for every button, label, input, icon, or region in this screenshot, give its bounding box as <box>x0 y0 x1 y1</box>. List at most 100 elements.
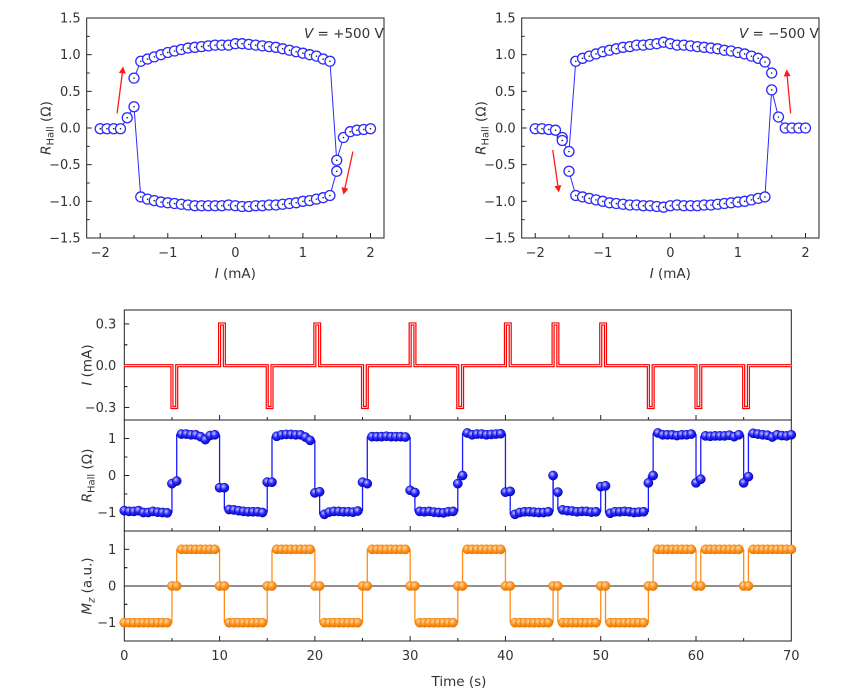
data-point <box>600 481 611 491</box>
point-center <box>656 42 658 45</box>
point-center <box>730 50 732 52</box>
data-point <box>759 191 771 203</box>
point-center <box>710 204 712 206</box>
x-tick-label: 0 <box>666 246 674 261</box>
data-point <box>743 581 754 591</box>
data-point <box>267 581 277 591</box>
y-label-unit: (Ω) <box>39 101 55 126</box>
y-label-symbol: M <box>79 603 95 615</box>
point-center <box>588 55 591 57</box>
point-center <box>676 44 678 46</box>
point-center <box>268 45 270 48</box>
data-point <box>400 432 411 442</box>
y-tick-label: 0.0 <box>495 122 516 137</box>
point-center <box>166 51 169 54</box>
data-point <box>410 581 420 591</box>
y-tick-label: 1.5 <box>495 12 516 27</box>
point-center <box>335 170 338 173</box>
point-center <box>797 127 800 129</box>
data-point <box>548 470 558 481</box>
point-center <box>689 204 692 207</box>
data-point <box>362 581 373 591</box>
point-center <box>642 44 645 46</box>
data-point <box>695 581 706 591</box>
arrow-shaft <box>116 71 124 114</box>
point-center <box>234 204 237 207</box>
point-center <box>635 44 638 46</box>
point-center <box>302 52 304 54</box>
data-point <box>563 145 575 158</box>
x-tick-label: 10 <box>211 649 228 664</box>
x-tick-label: 70 <box>783 649 800 664</box>
point-center <box>275 204 277 206</box>
data-point <box>772 111 785 123</box>
data-point <box>448 617 458 628</box>
point-center <box>561 139 564 142</box>
data-point <box>305 544 315 555</box>
point-center <box>710 47 712 49</box>
point-center <box>308 53 311 56</box>
y-tick-label: −0.5 <box>484 158 516 173</box>
data-point <box>128 101 140 113</box>
data-point <box>553 581 563 591</box>
y-tick-label: 0.3 <box>96 317 117 332</box>
data-point <box>543 506 554 517</box>
x-tick-label: 1 <box>734 246 742 261</box>
point-center <box>568 170 570 173</box>
data-point <box>648 581 658 591</box>
x-tick-label: 40 <box>497 649 514 664</box>
point-center <box>574 60 577 63</box>
y-tick-label: 0 <box>108 580 116 595</box>
y-tick-label: −1.0 <box>49 195 81 210</box>
point-center <box>335 159 338 162</box>
point-center <box>275 46 277 49</box>
data-point <box>766 84 778 96</box>
panel-2: −1 0 1 <box>97 530 797 642</box>
point-center <box>696 45 699 48</box>
data-point <box>505 486 516 497</box>
data-point <box>219 581 230 591</box>
point-center <box>139 60 142 63</box>
x-tick-label: 1 <box>299 246 307 261</box>
data-point <box>352 617 363 628</box>
data-point <box>695 474 706 485</box>
point-center <box>153 56 156 58</box>
point-center <box>676 204 678 206</box>
data-point <box>743 471 754 482</box>
annotation-text: = −500 V <box>748 26 819 42</box>
y-tick-label: −0.3 <box>85 401 117 416</box>
point-center <box>541 127 543 130</box>
data-point <box>495 428 506 439</box>
y-tick-label: −1 <box>97 506 116 521</box>
y-axis-label: RHall (Ω) <box>474 101 492 155</box>
point-center <box>207 45 210 47</box>
point-center <box>595 53 597 55</box>
data-point <box>643 478 654 488</box>
point-center <box>534 127 537 130</box>
point-center <box>757 197 759 200</box>
point-center <box>581 196 584 198</box>
y-label-subscript: Hall <box>481 126 492 145</box>
y-label-unit: (Ω) <box>474 101 490 126</box>
time-series-plot: Time (s) I (mA) RHall (Ω) Mz (a.u.) −0.3… <box>79 309 800 690</box>
data-point <box>457 470 468 481</box>
y-label-unit: (Ω) <box>79 449 95 474</box>
y-tick-label: 1.0 <box>495 48 516 63</box>
point-center <box>683 44 685 46</box>
y-label-subscript: z <box>86 597 97 604</box>
point-center <box>248 43 250 46</box>
x-tick-label: −2 <box>91 246 110 261</box>
y-label-symbol: R <box>79 493 95 502</box>
point-center <box>261 204 264 207</box>
x-label-unit: (mA) <box>219 266 256 282</box>
series-line-0 <box>535 41 773 154</box>
y-tick-label: 1.0 <box>60 48 81 63</box>
data-point <box>759 56 771 68</box>
point-center <box>750 55 753 57</box>
data-point <box>638 617 649 628</box>
x-axis-label: I (mA) <box>215 266 256 282</box>
point-center <box>737 201 739 203</box>
data-point <box>452 478 463 489</box>
point-center <box>764 196 766 198</box>
point-center <box>804 127 807 129</box>
